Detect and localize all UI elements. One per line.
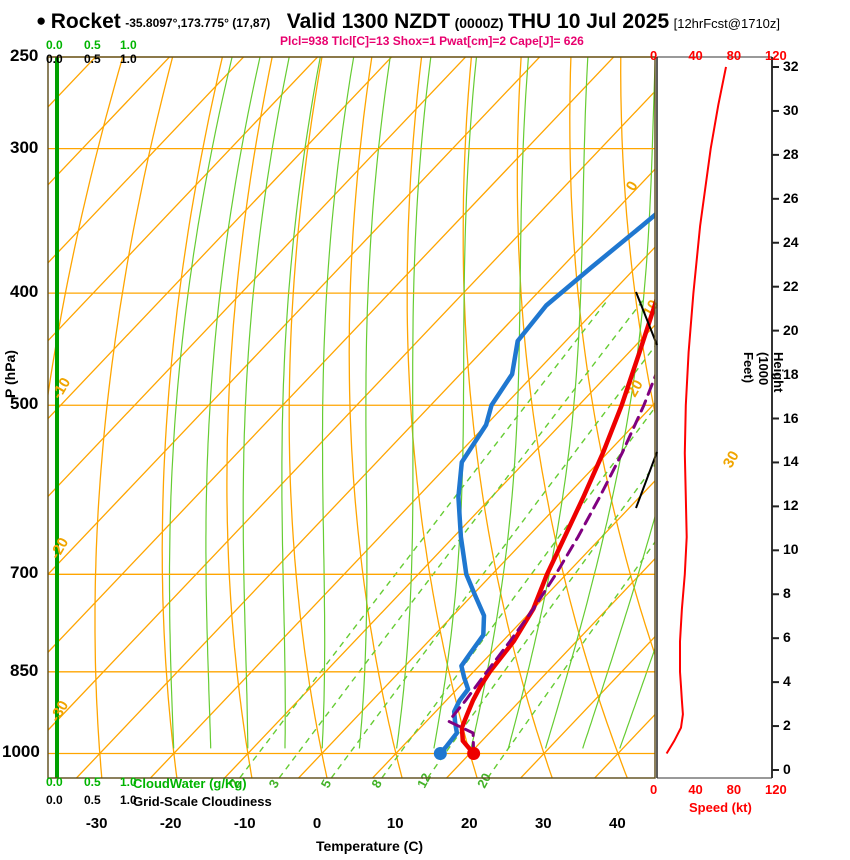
height-tick: 28 bbox=[783, 145, 799, 162]
cloudwater-tick-top: 1.0 bbox=[120, 38, 137, 52]
height-tick: 8 bbox=[783, 585, 791, 602]
station-name: Rocket bbox=[50, 10, 121, 33]
speed-tick-top: 0 bbox=[650, 48, 658, 63]
axis-ticks bbox=[772, 66, 779, 771]
height-tick: 12 bbox=[783, 497, 799, 514]
pressure-tick: 400 bbox=[10, 282, 39, 302]
height-tick: 10 bbox=[783, 541, 799, 558]
svg-text:-10: -10 bbox=[49, 375, 75, 402]
skewt-grid bbox=[48, 57, 655, 778]
speed-tick-bottom: 40 bbox=[688, 782, 703, 797]
svg-text:5: 5 bbox=[318, 777, 335, 790]
pressure-tick: 700 bbox=[10, 563, 39, 583]
cloudwater-tick-top: 0.0 bbox=[46, 38, 63, 52]
cloudiness-tick-top: 0.0 bbox=[46, 52, 63, 66]
svg-text:-30: -30 bbox=[47, 698, 73, 725]
height-tick: 32 bbox=[783, 58, 799, 74]
chart-frame bbox=[47, 56, 656, 779]
valid-utc: (0000Z) bbox=[454, 15, 504, 31]
temperature-tick: 20 bbox=[460, 815, 478, 832]
temperature-tick: -10 bbox=[233, 815, 256, 832]
svg-text:12: 12 bbox=[414, 771, 434, 791]
speed-axis-label: Speed (kt) bbox=[689, 800, 752, 815]
speed-tick-top: 80 bbox=[726, 48, 742, 63]
pressure-axis-label: P (hPa) bbox=[2, 350, 18, 398]
pressure-tick: 500 bbox=[10, 394, 39, 414]
height-axis-label: Height (1000 Feet) bbox=[741, 352, 786, 393]
speed-tick-bottom: 120 bbox=[765, 782, 787, 797]
header-line: ● Rocket -35.8097°,173.775° (17,87) Vali… bbox=[36, 10, 780, 34]
valid-date: THU 10 Jul 2025 bbox=[508, 10, 670, 33]
height-tick: 30 bbox=[783, 101, 799, 118]
svg-text:30: 30 bbox=[720, 448, 743, 471]
height-tick: 26 bbox=[783, 189, 799, 206]
station-coords: -35.8097°,173.775° (17,87) bbox=[125, 16, 271, 30]
sounding-traces bbox=[433, 212, 655, 760]
cloudiness-tick-bottom: 0.0 bbox=[46, 793, 63, 807]
height-tick: 0 bbox=[783, 761, 791, 777]
mixing-ratio-lines bbox=[168, 57, 655, 778]
svg-text:8: 8 bbox=[368, 777, 385, 790]
mixing-ratio-labels: 2 3 5 8 12 20 bbox=[226, 771, 494, 791]
temperature-tick: 30 bbox=[534, 815, 552, 832]
wind-barb-panel bbox=[635, 56, 773, 779]
height-tick: 16 bbox=[783, 409, 799, 426]
temperature-tick: -20 bbox=[159, 815, 182, 832]
pressure-tick: 850 bbox=[10, 660, 39, 680]
cloudwater-label: CloudWater (g/Kg) bbox=[133, 776, 247, 791]
station-marker-icon: ● bbox=[36, 11, 47, 30]
svg-text:20: 20 bbox=[474, 771, 494, 791]
temperature-tick: -30 bbox=[85, 815, 108, 832]
cloudiness-tick-bottom: 0.5 bbox=[84, 793, 101, 807]
height-tick: 14 bbox=[783, 453, 799, 470]
temperature-tick: 40 bbox=[608, 815, 626, 832]
pressure-tick: 300 bbox=[10, 137, 39, 157]
speed-tick-bottom: 0 bbox=[650, 782, 658, 797]
temperature-axis-label: Temperature (C) bbox=[316, 838, 424, 854]
height-tick: 6 bbox=[783, 629, 791, 646]
speed-tick-bottom: 80 bbox=[726, 782, 742, 797]
forecast-tag: [12hrFcst@1710z] bbox=[673, 16, 781, 31]
height-tick: 4 bbox=[783, 673, 791, 690]
speed-tick-top: 40 bbox=[688, 48, 703, 63]
sounding-stats: Plcl=938 Tlcl[C]=13 Shox=1 Pwat[cm]=2 Ca… bbox=[280, 34, 584, 48]
height-tick: 2 bbox=[783, 717, 791, 734]
temperature-tick: 0 bbox=[312, 815, 322, 832]
cloudwater-tick-bottom: 0.5 bbox=[84, 775, 101, 789]
height-tick: 24 bbox=[783, 233, 799, 250]
pressure-tick: 1000 bbox=[2, 742, 40, 762]
pressure-tick: 250 bbox=[10, 46, 39, 65]
temperature-tick: 10 bbox=[386, 815, 404, 832]
height-tick: 20 bbox=[783, 321, 799, 338]
svg-text:-20: -20 bbox=[47, 535, 73, 562]
cloudiness-label: Grid-Scale Cloudiness bbox=[133, 794, 272, 809]
speed-tick-top: 120 bbox=[765, 48, 787, 63]
cloudwater-tick-top: 0.5 bbox=[84, 38, 101, 52]
svg-text:3: 3 bbox=[266, 777, 283, 790]
cloudwater-tick-bottom: 1.0 bbox=[120, 775, 137, 789]
cloudiness-tick-bottom: 1.0 bbox=[120, 793, 137, 807]
height-tick: 22 bbox=[783, 277, 799, 294]
cloudiness-tick-top: 1.0 bbox=[120, 52, 137, 66]
cloudiness-tick-top: 0.5 bbox=[84, 52, 101, 66]
cloudwater-tick-bottom: 0.0 bbox=[46, 775, 63, 789]
valid-time: Valid 1300 NZDT bbox=[286, 10, 451, 33]
height-tick: 18 bbox=[783, 365, 799, 382]
